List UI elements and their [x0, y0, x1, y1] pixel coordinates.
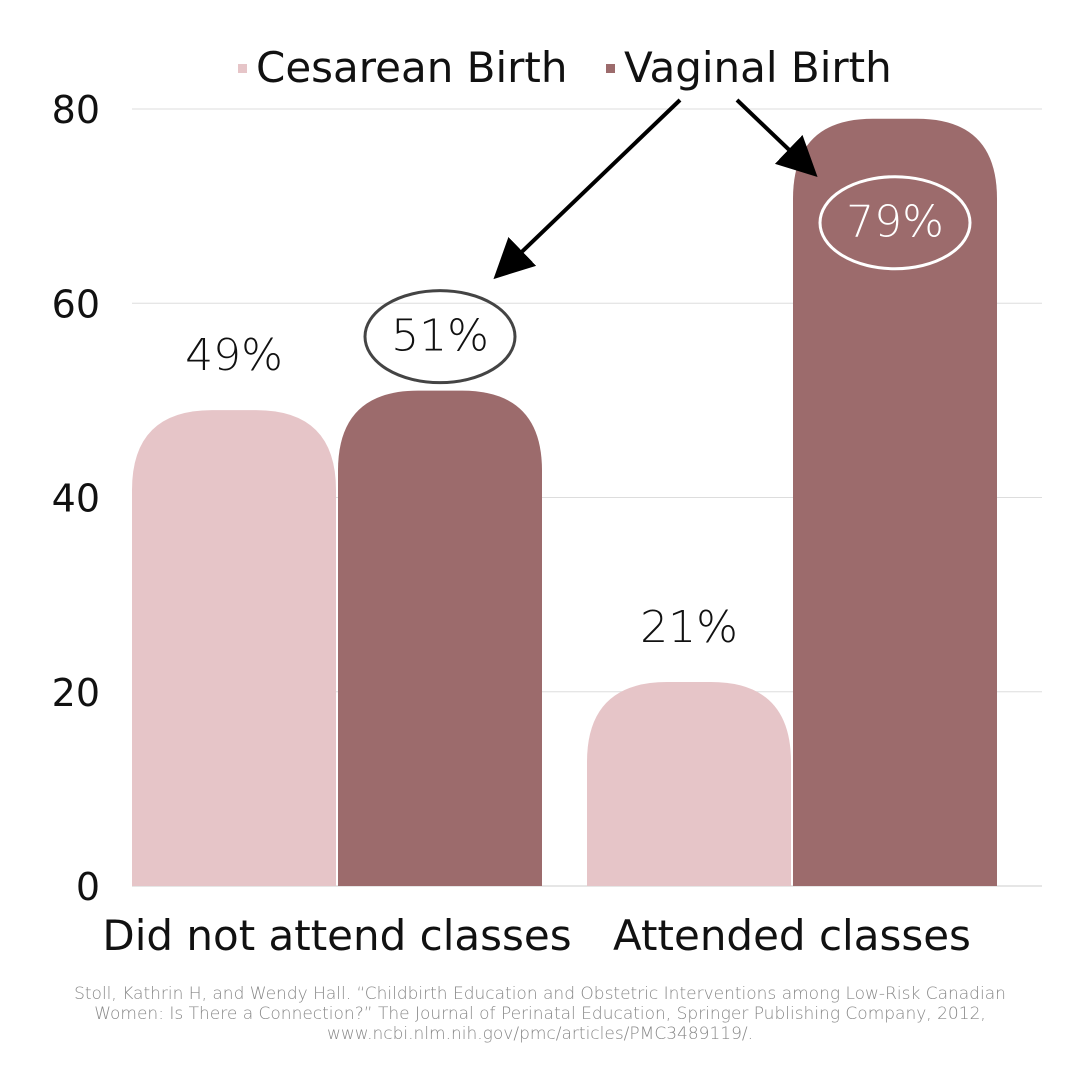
bar-cesarean-birth — [587, 682, 791, 886]
legend: Cesarean Birth Vaginal Birth — [238, 43, 892, 92]
legend-label: Cesarean Birth — [256, 43, 568, 92]
x-category-label: Did not attend classes — [102, 911, 571, 960]
highlight-circle — [818, 175, 972, 271]
data-label: 51% — [391, 311, 489, 362]
y-axis-ticks: 0 20 40 60 80 — [52, 88, 100, 909]
arrow-to-79 — [735, 98, 818, 178]
arrow-to-51 — [493, 98, 682, 280]
data-labels: 49% 51% 21% 79% — [185, 175, 972, 653]
data-label: 49% — [185, 330, 283, 381]
bars — [132, 118, 997, 886]
bar-vaginal-birth — [793, 118, 997, 886]
data-label: 79% — [846, 197, 944, 248]
legend-swatch — [238, 64, 247, 73]
x-category-label: Attended classes — [613, 911, 971, 960]
data-label: 21% — [640, 602, 738, 653]
legend-label: Vaginal Birth — [624, 43, 892, 92]
y-tick-label: 40 — [52, 477, 100, 521]
y-tick-label: 20 — [52, 671, 100, 715]
annotation-arrows — [493, 98, 818, 280]
y-tick-label: 80 — [52, 88, 100, 132]
bar-cesarean-birth — [132, 410, 336, 886]
bar-vaginal-birth — [338, 390, 542, 886]
x-axis-categories: Did not attend classes Attended classes — [102, 911, 971, 960]
highlight-circle — [363, 289, 517, 385]
y-tick-label: 0 — [76, 865, 100, 909]
source-citation: Stoll, Kathrin H, and Wendy Hall. “Child… — [74, 984, 1006, 1044]
y-tick-label: 60 — [52, 282, 100, 326]
legend-swatch — [606, 64, 615, 73]
